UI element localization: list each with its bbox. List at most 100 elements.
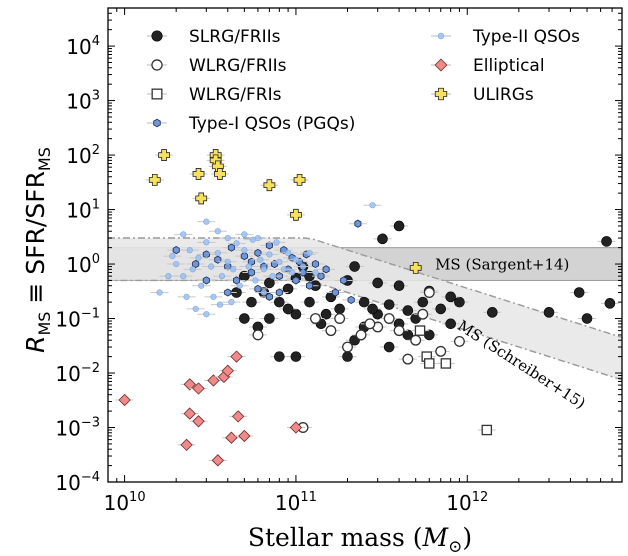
legend-marker-6	[434, 87, 448, 101]
point-elliptical-9	[225, 431, 238, 444]
point-slrg-friis-6	[543, 307, 555, 318]
point-elliptical-13	[180, 438, 193, 452]
point-type-i-qsos-pgqs-9	[247, 268, 256, 277]
series-wlrg-friis	[248, 287, 469, 433]
point-slrg-friis-43	[239, 313, 250, 324]
point-wlrg-fris-0	[414, 325, 426, 336]
point-type-ii-qsos-39	[183, 293, 190, 300]
point-elliptical-14	[289, 421, 303, 434]
y-tick-label: 103	[66, 89, 100, 114]
point-type-ii-qsos-42	[216, 301, 224, 308]
point-wlrg-fris-3	[440, 358, 452, 369]
point-ulirgs-2	[192, 168, 205, 180]
point-wlrg-friis-14	[453, 335, 465, 347]
point-type-i-qsos-pgqs-33	[202, 276, 210, 285]
point-wlrg-friis-0	[252, 329, 264, 341]
point-slrg-friis-1	[377, 233, 388, 245]
legend-marker-4	[437, 32, 445, 40]
point-ulirgs-3	[195, 192, 208, 205]
point-type-ii-qsos-22	[252, 277, 259, 284]
point-slrg-friis-7	[581, 313, 593, 324]
point-wlrg-friis-5	[355, 329, 367, 341]
point-elliptical-5	[221, 364, 234, 377]
point-type-ii-qsos-16	[230, 266, 237, 273]
point-type-i-qsos-pgqs-28	[347, 295, 355, 304]
legend-entry-2: WLRG/FRIs	[147, 85, 282, 105]
legend-marker-0	[151, 30, 163, 42]
point-wlrg-friis-15	[310, 313, 321, 324]
legend-label-4: Type-II QSOs	[472, 27, 580, 47]
point-type-i-qsos-pgqs-22	[305, 281, 314, 290]
point-type-i-qsos-pgqs-27	[340, 276, 348, 285]
point-type-i-qsos-pgqs-23	[311, 259, 320, 269]
y-tick-label: 10−2	[55, 361, 100, 386]
point-type-ii-qsos-1	[203, 218, 210, 225]
y-tick-label: 10−4	[55, 470, 100, 495]
point-type-ii-qsos-15	[224, 258, 231, 265]
series-type-i-qsos-pgqs	[167, 219, 367, 304]
point-type-ii-qsos-44	[241, 231, 248, 238]
point-type-ii-qsos-9	[198, 282, 205, 289]
point-ulirgs-0	[148, 174, 161, 186]
point-slrg-friis-10	[445, 291, 456, 303]
point-type-ii-qsos-13	[214, 249, 221, 257]
point-elliptical-8	[192, 415, 205, 428]
point-type-ii-qsos-6	[180, 273, 187, 280]
point-type-i-qsos-pgqs-32	[224, 288, 232, 297]
point-slrg-friis-29	[304, 296, 315, 308]
series-slrg-friis	[227, 220, 619, 362]
point-type-ii-qsos-14	[218, 273, 226, 280]
legend-label-3: Type-I QSOs (PGQs)	[188, 114, 355, 134]
x-axis-label: Stellar mass (M⊙)	[248, 523, 472, 552]
y-axis-label: RMS ≡ SFR/SFRMS	[21, 147, 54, 353]
series-elliptical	[115, 350, 305, 467]
point-type-ii-qsos-18	[236, 282, 243, 289]
point-elliptical-12	[211, 454, 224, 467]
legend-marker-5	[434, 58, 448, 72]
legend-entry-6: ULIRGs	[431, 85, 534, 105]
band-label-0: MS (Sargent+14)	[435, 255, 569, 273]
point-type-ii-qsos-34	[306, 249, 313, 257]
point-type-ii-qsos-30	[284, 249, 292, 257]
point-wlrg-friis-3	[334, 313, 346, 324]
legend-entry-3: Type-I QSOs (PGQs)	[147, 114, 355, 134]
legend-label-1: WLRG/FRIIs	[189, 56, 287, 76]
point-type-ii-qsos-27	[273, 239, 280, 246]
point-ulirgs-7	[214, 168, 226, 180]
point-type-ii-qsos-43	[228, 299, 235, 306]
point-wlrg-fris-4	[481, 424, 493, 436]
point-type-ii-qsos-40	[192, 305, 199, 313]
point-slrg-friis-17	[383, 299, 395, 310]
point-slrg-friis-19	[367, 303, 378, 315]
point-slrg-friis-49	[372, 277, 383, 289]
point-slrg-friis-22	[342, 351, 353, 362]
point-wlrg-friis-16	[364, 318, 376, 330]
point-type-i-qsos-pgqs-5	[224, 262, 232, 271]
point-slrg-friis-38	[264, 313, 275, 324]
point-ulirgs-9	[290, 208, 302, 221]
legend-entry-4: Type-II QSOs	[431, 27, 580, 47]
x-tick-label: 1011	[275, 490, 317, 515]
point-elliptical-3	[207, 374, 220, 387]
point-wlrg-friis-10	[410, 334, 422, 346]
point-type-ii-qsos-28	[276, 258, 283, 265]
point-slrg-friis-32	[290, 351, 302, 362]
point-type-ii-qsos-25	[266, 251, 273, 258]
point-wlrg-friis-7	[383, 313, 395, 324]
point-type-ii-qsos-11	[208, 263, 215, 270]
point-slrg-friis-8	[487, 307, 498, 318]
point-slrg-friis-42	[239, 270, 250, 282]
point-slrg-friis-25	[320, 308, 332, 320]
series-wlrg-fris	[411, 325, 496, 436]
point-type-i-qsos-pgqs-2	[192, 259, 200, 269]
point-type-ii-qsos-38	[169, 252, 176, 260]
legend-marker-1	[151, 59, 163, 71]
point-slrg-friis-16	[383, 341, 395, 353]
series-ulirgs	[145, 149, 425, 274]
point-wlrg-friis-13	[435, 345, 447, 357]
point-ulirgs-11	[409, 261, 422, 274]
y-tick-label: 102	[66, 143, 100, 168]
point-type-i-qsos-pgqs-25	[322, 265, 330, 274]
point-type-ii-qsos-33	[299, 263, 307, 270]
